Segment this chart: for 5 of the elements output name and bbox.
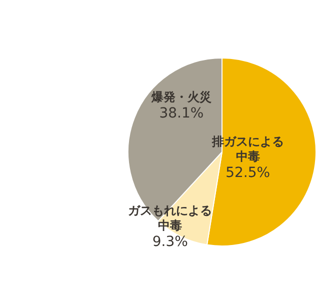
slice-label: ガスもれによる中毒: [128, 203, 212, 232]
data-label: 52.5%: [226, 165, 270, 182]
data-label: 9.3%: [152, 234, 188, 250]
data-label: 38.1%: [159, 105, 204, 122]
slice-label: 爆発・火災: [150, 90, 212, 104]
